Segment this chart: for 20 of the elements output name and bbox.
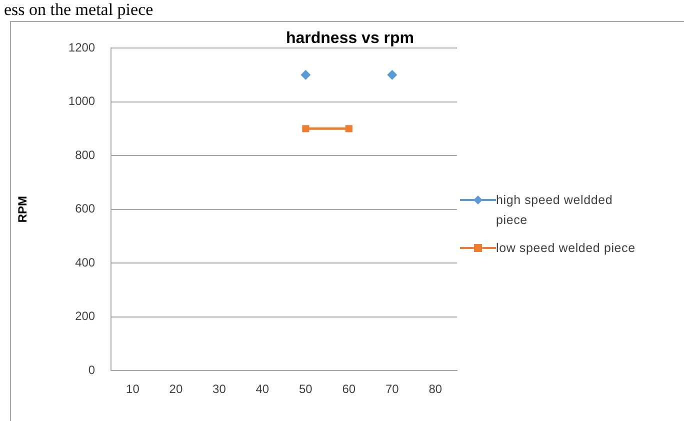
x-tick-label: 60 (342, 382, 356, 396)
x-tick-label: 30 (212, 382, 226, 396)
y-tick-label: 400 (75, 255, 96, 270)
y-tick-label: 600 (75, 202, 96, 216)
x-tick-label: 10 (126, 382, 140, 396)
y-tick-label: 800 (75, 148, 96, 162)
y-tick-label: 1200 (68, 40, 96, 54)
y-tick-label: 0 (88, 362, 96, 377)
chart-title: hardness vs rpm (284, 30, 416, 48)
y-tick-label: 200 (75, 309, 96, 324)
legend-label: low speed welded piece (496, 240, 636, 257)
x-tick-label: 80 (428, 382, 442, 396)
x-tick-label: 20 (169, 382, 183, 396)
y-axis-title: RPM (16, 196, 30, 223)
x-tick-label: 40 (256, 382, 270, 396)
legend-label: high speed weldded piece (496, 192, 614, 229)
x-tick-label: 70 (385, 382, 400, 396)
y-tick-label: 1000 (68, 94, 96, 108)
x-tick-label: 50 (298, 382, 313, 396)
text: ess on the metal piece (4, 0, 154, 20)
